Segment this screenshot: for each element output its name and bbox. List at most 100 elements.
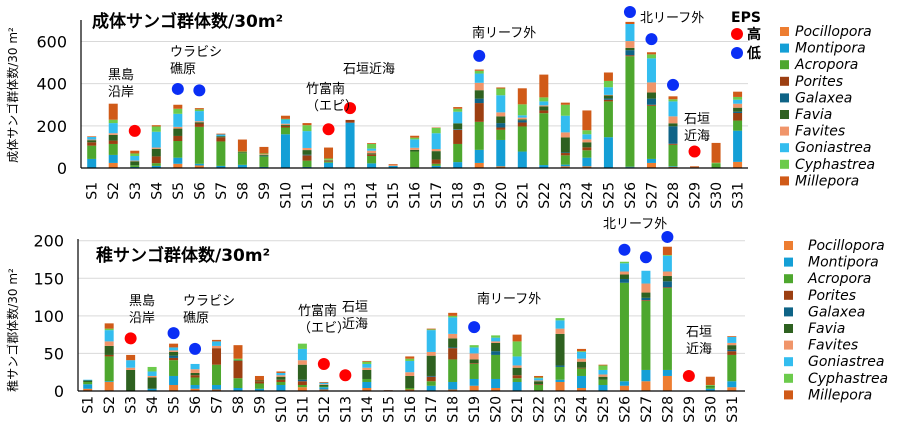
eps-high-label: 高 [747, 26, 761, 43]
bar-stack-S10 [276, 371, 286, 391]
bar-segment-favites [388, 165, 398, 166]
bar-segment-favia [555, 333, 565, 366]
bar-stack-S5 [169, 343, 179, 391]
bar-segment-favites [598, 374, 608, 377]
bar-segment-cyphastrea [598, 365, 608, 370]
bar-segment-porites [517, 122, 527, 127]
bar-segment-montipora [83, 384, 93, 389]
bar-segment-porites [577, 367, 587, 369]
bar-segment-galaxea [297, 379, 307, 382]
bar-stack-S7 [212, 339, 222, 391]
bar-stack-S4 [147, 366, 157, 391]
adult-coral-chart: 0 200 400 600 S1 S2 S3 S4 S5 S6 S7 S8 S9 S10 S11 S12 S13… [5, 5, 875, 209]
bar-segment-goniastrea [431, 133, 441, 150]
bar-segment-favia [534, 381, 544, 385]
bar-segment-porites [151, 156, 161, 164]
eps-high-marker [128, 124, 141, 137]
legend-swatch [784, 340, 793, 350]
bar-segment-favia [280, 124, 290, 126]
bar-segment-millepora [216, 133, 226, 135]
bar-segment-acropora [410, 151, 420, 168]
bar-segment-montipora [517, 151, 527, 168]
bar-stack-S20 [491, 335, 501, 391]
x-tick-label: S2 [106, 182, 122, 200]
bar-segment-favites [324, 159, 334, 161]
bar-stack-S16 [405, 356, 415, 391]
bar-segment-pocillopora [173, 163, 183, 168]
bar-stack-S6 [194, 108, 204, 168]
bar-segment-millepora [625, 21, 635, 25]
bar-segment-montipora [151, 165, 161, 168]
legend-swatch [780, 60, 789, 70]
bar-segment-porites [727, 351, 737, 355]
bar-segment-goniastrea [87, 137, 97, 140]
bar-segment-pocillopora [190, 388, 200, 391]
bar-segment-galaxea [619, 279, 629, 283]
legend-swatch [780, 93, 789, 103]
legend-label: Millepora [795, 173, 859, 189]
x-tick-label: S29 [682, 396, 698, 423]
bar-stack-S30 [711, 142, 721, 168]
legend-label: Pocillopora [795, 24, 872, 40]
region-annotation: 石垣 [342, 300, 368, 315]
bar-segment-acropora [598, 379, 608, 385]
x-tick-label: S4 [149, 182, 165, 200]
bar-segment-cyphastrea [108, 119, 118, 124]
bar-segment-montipora [194, 163, 204, 166]
bar-segment-pocillopora [662, 375, 672, 391]
bar-segment-galaxea [491, 351, 501, 355]
x-tick-label: S1 [81, 396, 97, 414]
legend-label: Millepora [808, 387, 872, 403]
bar-segment-porites [216, 137, 226, 142]
bar-segment-montipora [237, 164, 247, 168]
bar-segment-favia [448, 338, 458, 348]
bar-segment-acropora [646, 105, 656, 159]
eps-low-marker [618, 243, 631, 256]
bar-segment-goniastrea [512, 356, 522, 366]
x-tick-label: S17 [429, 182, 445, 209]
bar-segment-porites [194, 123, 204, 127]
bar-segment-porites [173, 135, 183, 142]
bar-segment-favites [280, 123, 290, 125]
bar-segment-favites [474, 82, 484, 91]
bar-segment-cyphastrea [539, 97, 549, 102]
bar-segment-cyphastrea [147, 366, 157, 372]
bar-segment-favia [410, 149, 420, 152]
bar-segment-favites [405, 372, 415, 376]
bar-segment-millepora [690, 166, 700, 168]
bar-segment-favia [216, 136, 226, 138]
bar-segment-goniastrea [668, 101, 678, 117]
bar-segment-favites [194, 121, 204, 123]
y-tick-label: 400 [36, 75, 67, 94]
region-annotation: 黒島 [129, 294, 155, 309]
bar-segment-millepora [302, 123, 312, 126]
bar-segment-porites [104, 354, 114, 357]
bar-segment-favia [367, 153, 377, 155]
bar-segment-acropora [641, 300, 651, 370]
bar-segment-millepora [237, 139, 247, 152]
region-annotation: 黒島 [108, 68, 134, 83]
bar-segment-goniastrea [297, 348, 307, 361]
bar-segment-goniastrea [453, 111, 463, 124]
bar-segment-pocillopora [582, 166, 592, 168]
bar-segment-goniastrea [405, 360, 415, 373]
bar-segment-goniastrea [108, 123, 118, 134]
x-tick-label: S23 [553, 396, 569, 423]
x-tick-label: S12 [322, 182, 338, 209]
bar-segment-montipora [345, 122, 355, 168]
bar-stack-S9 [259, 146, 269, 168]
bar-segment-favia [173, 128, 183, 136]
bar-segment-favia [194, 122, 204, 124]
bar-segment-favites [496, 112, 506, 117]
bar-segment-acropora [233, 378, 243, 388]
bar-segment-favia [108, 134, 118, 141]
x-tick-label: S3 [124, 396, 140, 414]
bar-segment-pocillopora [104, 381, 114, 391]
bar-segment-galaxea [603, 98, 613, 100]
legend-swatch [784, 390, 793, 400]
bar-segment-millepora [254, 375, 264, 381]
bar-segment-cyphastrea [668, 99, 678, 102]
x-tick-label: S15 [386, 182, 402, 209]
bar-segment-cyphastrea [426, 329, 436, 331]
bar-segment-galaxea [727, 349, 737, 352]
